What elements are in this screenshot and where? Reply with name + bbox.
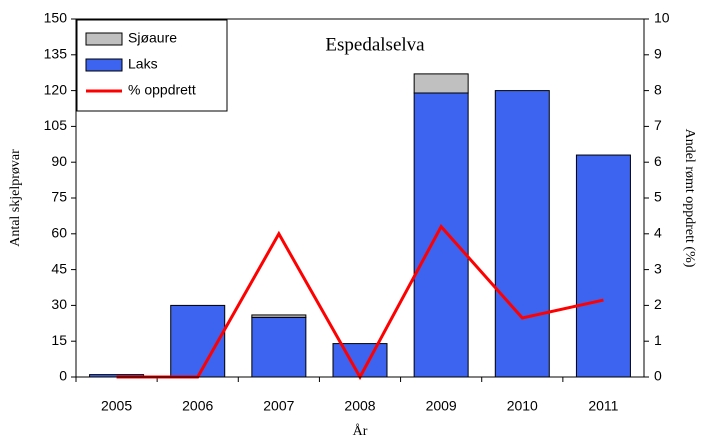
- y2-tick-label: 7: [654, 117, 662, 133]
- x-tick-label: 2007: [263, 398, 294, 414]
- legend-swatch: [85, 58, 123, 72]
- legend-label: Laks: [128, 56, 158, 72]
- x-tick-label: 2010: [507, 398, 538, 414]
- y-axis-title: Antal skjelprøvar: [8, 149, 23, 247]
- legend-label: Sjøaure: [128, 30, 177, 46]
- y2-tick-label: 10: [654, 10, 670, 26]
- bar: [332, 343, 388, 378]
- y-tick-label: 60: [51, 225, 67, 241]
- x-tick-label: 2006: [182, 398, 213, 414]
- y-tick-label: 135: [44, 46, 68, 62]
- y-tick-label: 150: [44, 10, 68, 26]
- y-tick-label: 90: [51, 153, 67, 169]
- legend-label: % oppdrett: [128, 82, 196, 98]
- y-tick-label: 0: [59, 368, 67, 384]
- x-tick-label: 2008: [344, 398, 375, 414]
- y-tick-label: 15: [51, 332, 67, 348]
- y-tick-label: 75: [51, 189, 67, 205]
- chart-title: Espedalselva: [325, 34, 425, 55]
- y2-axis-title: Andel rømt oppdrett (%): [682, 129, 697, 268]
- y-tick-label: 30: [51, 296, 67, 312]
- y-tick-label: 120: [44, 81, 68, 97]
- bar: [251, 316, 307, 378]
- x-axis-title: År: [353, 423, 368, 439]
- y-tick-label: 45: [51, 260, 67, 276]
- x-tick-label: 2009: [426, 398, 457, 414]
- y-tick-label: 105: [44, 117, 68, 133]
- y2-tick-label: 8: [654, 81, 662, 97]
- bar: [170, 304, 226, 378]
- x-tick-label: 2005: [101, 398, 132, 414]
- y2-tick-label: 0: [654, 368, 662, 384]
- legend-swatch: [85, 32, 123, 46]
- bar: [494, 90, 550, 378]
- y2-tick-label: 1: [654, 332, 662, 348]
- bar: [413, 73, 469, 94]
- y2-tick-label: 2: [654, 296, 662, 312]
- y2-tick-label: 6: [654, 153, 662, 169]
- bar: [575, 154, 631, 378]
- bar: [251, 314, 307, 318]
- y2-tick-label: 3: [654, 260, 662, 276]
- y2-tick-label: 4: [654, 225, 662, 241]
- y2-tick-label: 9: [654, 46, 662, 62]
- y2-tick-label: 5: [654, 189, 662, 205]
- x-tick-label: 2011: [588, 398, 618, 414]
- bar: [413, 92, 469, 378]
